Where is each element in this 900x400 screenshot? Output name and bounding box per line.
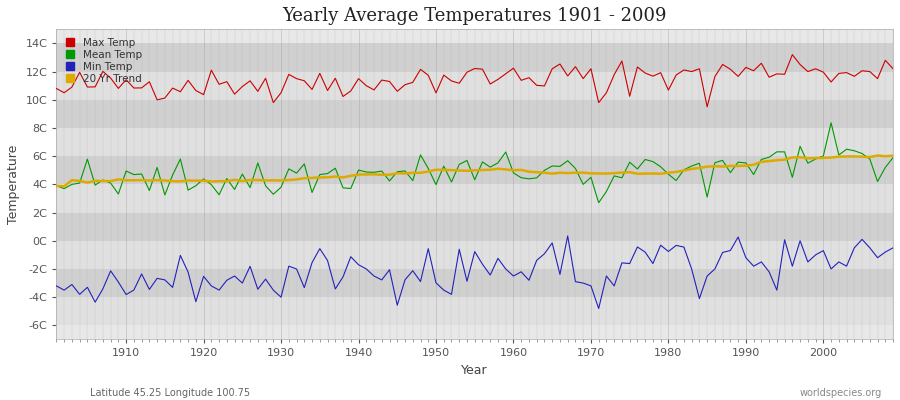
Bar	[57, 184, 893, 212]
Max Temp	[330, 76, 341, 81]
Bar	[57, 156, 893, 184]
Min Temp	[616, 260, 627, 265]
Max Temp	[51, 86, 62, 91]
20 Yr Trend	[51, 183, 62, 188]
Min Temp	[284, 264, 294, 268]
Mean Temp	[113, 192, 124, 196]
Mean Temp	[500, 150, 511, 154]
20 Yr Trend	[338, 175, 348, 180]
Bar	[57, 241, 893, 269]
20 Yr Trend	[887, 153, 898, 158]
Min Temp	[887, 246, 898, 250]
Text: Latitude 45.25 Longitude 100.75: Latitude 45.25 Longitude 100.75	[90, 388, 250, 398]
Min Temp	[593, 306, 604, 311]
Y-axis label: Temperature: Temperature	[7, 145, 20, 224]
Mean Temp	[508, 170, 519, 175]
Max Temp	[500, 71, 511, 76]
Max Temp	[508, 66, 519, 70]
Mean Temp	[608, 174, 619, 178]
Mean Temp	[887, 155, 898, 160]
20 Yr Trend	[508, 168, 519, 173]
Mean Temp	[593, 200, 604, 205]
Max Temp	[787, 52, 797, 57]
20 Yr Trend	[292, 177, 302, 182]
Mean Temp	[284, 166, 294, 171]
Bar	[57, 269, 893, 297]
Bar	[57, 212, 893, 241]
Text: worldspecies.org: worldspecies.org	[800, 388, 882, 398]
Max Temp	[887, 66, 898, 71]
20 Yr Trend	[872, 153, 883, 158]
20 Yr Trend	[516, 168, 526, 172]
Min Temp	[113, 280, 124, 284]
20 Yr Trend	[121, 178, 131, 183]
Legend: Max Temp, Mean Temp, Min Temp, 20 Yr Trend: Max Temp, Mean Temp, Min Temp, 20 Yr Tre…	[61, 34, 146, 87]
Line: Min Temp: Min Temp	[57, 236, 893, 308]
Min Temp	[508, 274, 519, 278]
Max Temp	[702, 104, 713, 109]
Min Temp	[562, 234, 573, 238]
Min Temp	[51, 284, 62, 288]
20 Yr Trend	[608, 171, 619, 176]
Mean Temp	[330, 166, 341, 170]
Bar	[57, 128, 893, 156]
Line: 20 Yr Trend: 20 Yr Trend	[57, 156, 893, 186]
Mean Temp	[51, 183, 62, 188]
Min Temp	[500, 266, 511, 271]
Line: Max Temp: Max Temp	[57, 55, 893, 107]
Bar	[57, 72, 893, 100]
Mean Temp	[825, 120, 836, 125]
Bar	[57, 43, 893, 72]
Max Temp	[113, 86, 124, 91]
20 Yr Trend	[58, 184, 69, 189]
Max Temp	[601, 90, 612, 95]
Bar	[57, 100, 893, 128]
Line: Mean Temp: Mean Temp	[57, 123, 893, 203]
Title: Yearly Average Temperatures 1901 - 2009: Yearly Average Temperatures 1901 - 2009	[283, 7, 667, 25]
Max Temp	[284, 72, 294, 77]
Bar	[57, 297, 893, 325]
X-axis label: Year: Year	[462, 364, 488, 377]
Min Temp	[330, 286, 341, 291]
